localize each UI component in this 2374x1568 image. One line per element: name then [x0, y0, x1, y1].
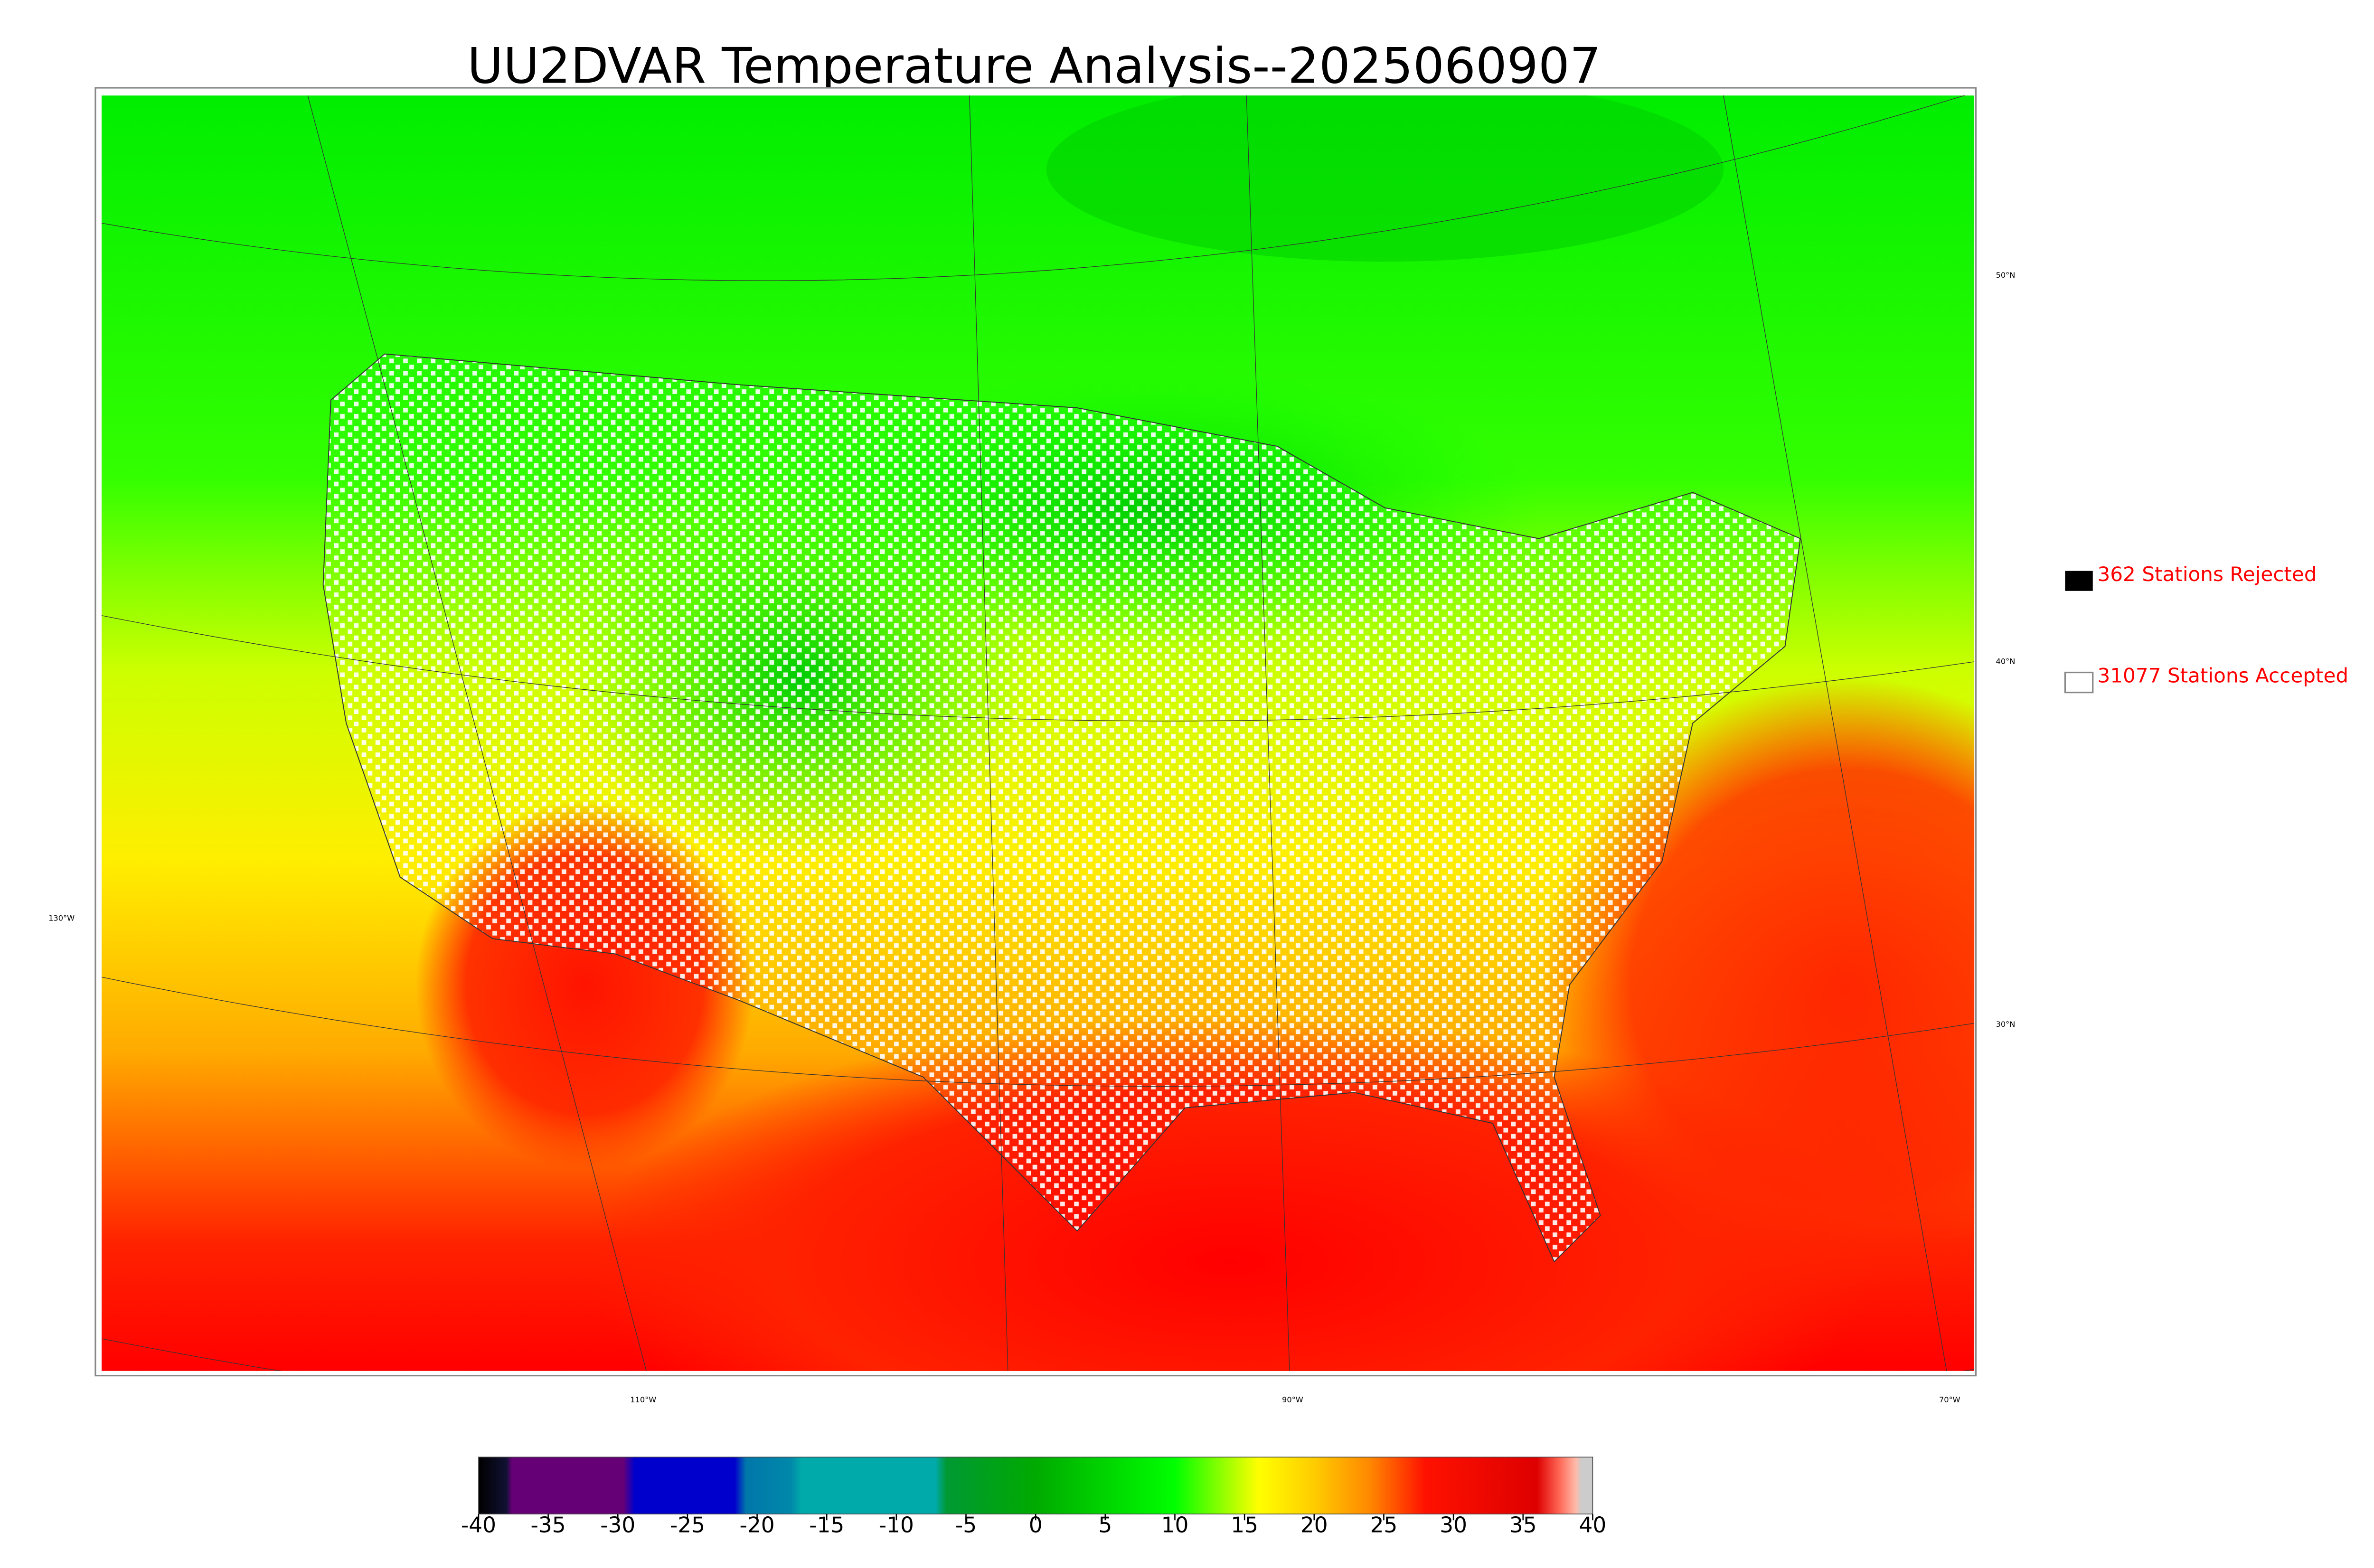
- colorbar-tick-label: 10: [1161, 1512, 1189, 1538]
- colorbar-tick-label: -10: [879, 1512, 914, 1538]
- legend-label: 31077 Stations Accepted: [2097, 664, 2348, 687]
- colorbar-tick-label: -15: [809, 1512, 844, 1538]
- latitude-label: 30°N: [1996, 1020, 2016, 1029]
- colorbar: [478, 1456, 1593, 1515]
- colorbar-tick-label: -5: [955, 1512, 977, 1538]
- colorbar-tick-label: 20: [1300, 1512, 1328, 1538]
- colorbar-tick-label: 30: [1440, 1512, 1467, 1538]
- colorbar-tick-label: 15: [1231, 1512, 1258, 1538]
- colorbar-tick-label: -25: [670, 1512, 705, 1538]
- longitude-label: 70°W: [1939, 1395, 1960, 1404]
- colorbar-tick-label: -30: [600, 1512, 635, 1538]
- temperature-field: [101, 95, 1975, 1371]
- colorbar-tick-label: -20: [740, 1512, 775, 1538]
- legend-swatch-rejected: [2065, 571, 2093, 591]
- colorbar-tick-label: 5: [1098, 1512, 1112, 1538]
- colorbar-tick-label: -35: [531, 1512, 566, 1538]
- colorbar-tick-label: 0: [1029, 1512, 1043, 1538]
- colorbar-tick-label: -40: [461, 1512, 496, 1538]
- title: UU2DVAR Temperature Analysis--2025060907: [467, 38, 1601, 94]
- colorbar-tick-label: 25: [1370, 1512, 1398, 1538]
- longitude-label: 130°W: [48, 914, 75, 923]
- legend-swatch-accepted: [2064, 671, 2094, 694]
- legend-label: 362 Stations Rejected: [2097, 563, 2317, 586]
- colorbar-tick-label: 35: [1509, 1512, 1537, 1538]
- longitude-label: 110°W: [630, 1395, 656, 1404]
- latitude-label: 40°N: [1996, 657, 2016, 666]
- longitude-label: 90°W: [1282, 1395, 1303, 1404]
- colorbar-tick-label: 40: [1579, 1512, 1607, 1538]
- latitude-label: 50°N: [1996, 271, 2016, 280]
